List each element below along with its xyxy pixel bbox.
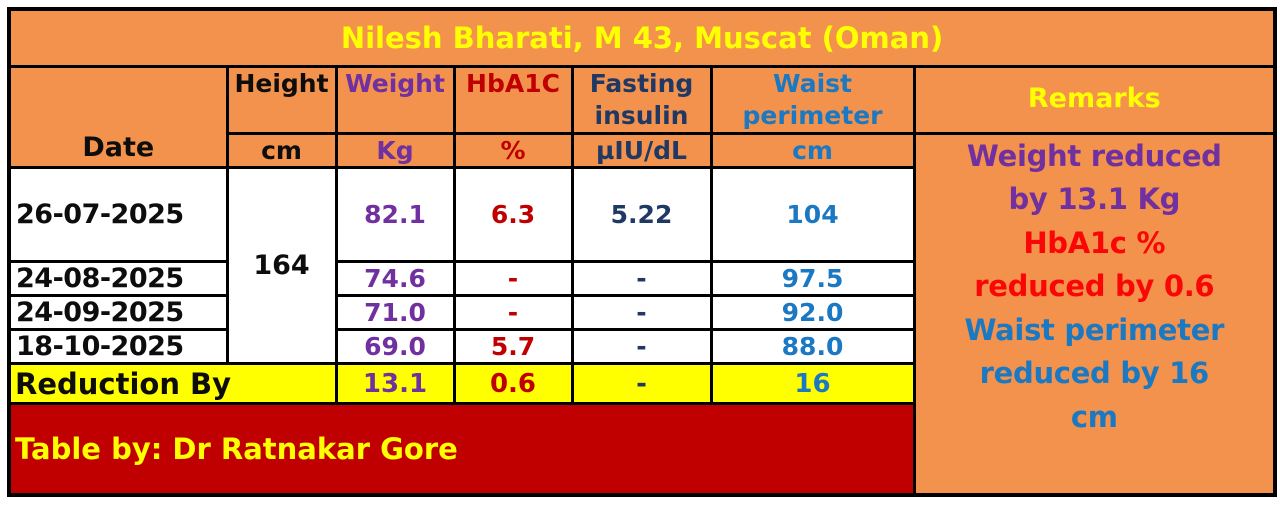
unit-weight-kg: Kg <box>334 131 456 169</box>
table-row: 18-10-2025 69.0 5.7 - 88.0 <box>7 328 1275 365</box>
waist-value: 92.0 <box>709 294 916 331</box>
hba1c-value: - <box>452 260 574 297</box>
waist-value: 97.5 <box>709 260 916 297</box>
hba1c-value: 5.7 <box>452 328 574 365</box>
weight-value: 74.6 <box>334 260 456 297</box>
date-value: 18-10-2025 <box>7 328 229 365</box>
column-header-hba1c: HbA1C <box>452 64 574 135</box>
weight-value: 71.0 <box>334 294 456 331</box>
column-header-waist-perimeter: Waist perimeter <box>709 64 916 135</box>
hba1c-value: - <box>452 294 574 331</box>
reduction-waist: 16 <box>709 362 916 405</box>
health-metrics-table: Nilesh Bharati, M 43, Muscat (Oman) Date… <box>7 7 1278 497</box>
remarks-cell: Weight reduced by 13.1 Kg HbA1c % reduce… <box>912 131 1277 497</box>
height-value: 164 <box>225 165 338 365</box>
waist-value: 104 <box>709 165 916 263</box>
date-value: 24-09-2025 <box>7 294 229 331</box>
insulin-value: 5.22 <box>570 165 713 263</box>
insulin-value: - <box>570 328 713 365</box>
unit-hba1c-percent: % <box>452 131 574 169</box>
title-row: Nilesh Bharati, M 43, Muscat (Oman) <box>7 7 1277 68</box>
unit-insulin-uiu-dl: µIU/dL <box>570 131 713 169</box>
date-value: 26-07-2025 <box>7 165 229 263</box>
table-row: 24-08-2025 74.6 - - 97.5 <box>7 260 1275 297</box>
weight-value: 69.0 <box>334 328 456 365</box>
table-credit: Table by: Dr Ratnakar Gore <box>7 402 916 497</box>
column-header-weight: Weight <box>334 64 456 135</box>
reduction-weight: 13.1 <box>334 362 456 405</box>
unit-waist-cm: cm <box>709 131 916 169</box>
waist-value: 88.0 <box>709 328 916 365</box>
table-row: 24-09-2025 71.0 - - 92.0 <box>7 294 1275 331</box>
column-header-fasting-insulin: Fasting insulin <box>570 64 713 135</box>
header-row-units: cm Kg % µIU/dL cm Weight reduced by 13.1… <box>9 131 1277 497</box>
column-header-date: Date <box>7 64 229 169</box>
remark-weight-reduced: Weight reduced by 13.1 Kg <box>966 138 1222 217</box>
unit-height-cm: cm <box>225 131 338 169</box>
date-value: 24-08-2025 <box>7 260 229 297</box>
column-header-height: Height <box>225 64 338 135</box>
insulin-value: - <box>570 294 713 331</box>
header-row-metrics: Date Height Weight HbA1C Fasting insulin… <box>7 64 1277 169</box>
reduction-insulin: - <box>570 362 713 405</box>
hba1c-value: 6.3 <box>452 165 574 263</box>
footer-row: Table by: Dr Ratnakar Gore <box>7 402 1275 497</box>
patient-title: Nilesh Bharati, M 43, Muscat (Oman) <box>7 7 1277 68</box>
remark-hba1c-reduced: HbA1c % reduced by 0.6 <box>974 225 1215 304</box>
table-row: 26-07-2025 164 82.1 6.3 5.22 104 <box>7 165 1275 365</box>
reduction-row: Reduction By 13.1 0.6 - 16 <box>7 362 1275 405</box>
reduction-hba1c: 0.6 <box>452 362 574 405</box>
reduction-label: Reduction By <box>7 362 338 405</box>
column-header-remarks: Remarks <box>912 64 1277 135</box>
remark-waist-reduced: Waist perimeter reduced by 16 cm <box>964 312 1225 434</box>
weight-value: 82.1 <box>334 165 456 263</box>
insulin-value: - <box>570 260 713 297</box>
